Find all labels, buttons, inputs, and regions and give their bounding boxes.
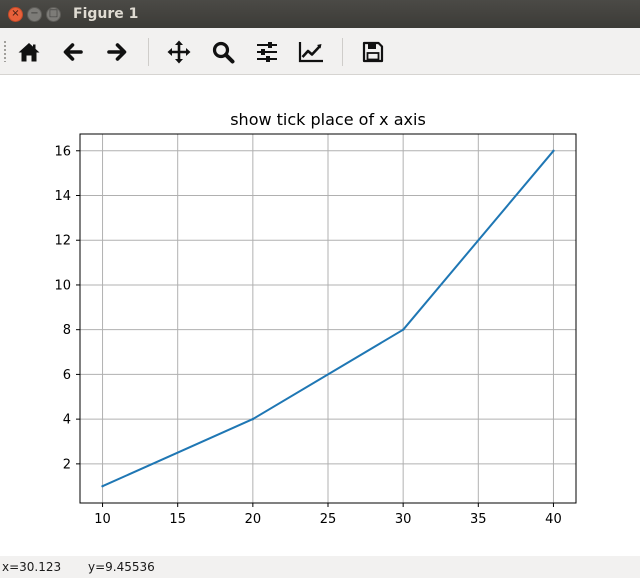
x-tick-label: 30 xyxy=(395,512,412,527)
y-tick-label: 14 xyxy=(54,189,71,204)
y-tick-label: 12 xyxy=(54,234,71,249)
toolbar-separator xyxy=(148,38,149,66)
window-titlebar: × − □ Figure 1 xyxy=(0,0,640,28)
back-arrow-icon xyxy=(63,43,83,61)
window-maximize-button[interactable]: □ xyxy=(46,6,61,22)
ticks: 10 15 20 25 30 35 40 2 4 6 8 10 12 14 16 xyxy=(54,144,561,527)
series-layer xyxy=(101,149,555,488)
y-tick-label: 8 xyxy=(63,323,71,338)
series-line xyxy=(102,150,555,488)
toolbar-grip[interactable] xyxy=(3,40,7,62)
x-tick-label: 35 xyxy=(470,512,487,527)
x-tick-label: 20 xyxy=(245,512,262,527)
data-point xyxy=(251,417,255,421)
window-minimize-button[interactable]: − xyxy=(27,6,42,22)
forward-arrow-icon xyxy=(107,43,127,61)
x-tick-label: 40 xyxy=(545,512,562,527)
home-icon xyxy=(18,43,40,62)
data-point xyxy=(401,328,405,331)
data-point xyxy=(552,149,555,152)
zoom-magnifier-icon xyxy=(212,41,235,64)
x-tick-label: 25 xyxy=(320,512,337,527)
home-button[interactable] xyxy=(13,36,45,68)
figure-canvas[interactable]: show tick place of x axis 10 15 20 25 30 35 40… xyxy=(0,75,640,556)
pan-button[interactable] xyxy=(163,36,195,68)
save-floppy-icon xyxy=(362,41,384,63)
edit-axes-button[interactable] xyxy=(295,36,327,68)
configure-subplots-button[interactable] xyxy=(251,36,283,68)
line-chart[interactable]: show tick place of x axis 10 15 20 25 30 35 40… xyxy=(0,75,640,556)
grid-lines xyxy=(80,134,576,503)
y-tick-label: 6 xyxy=(63,368,71,383)
edit-axes-icon xyxy=(298,42,323,63)
pan-move-icon xyxy=(167,40,191,64)
window-close-button[interactable]: × xyxy=(8,6,23,22)
navigation-toolbar xyxy=(0,28,640,75)
y-tick-label: 16 xyxy=(54,144,71,159)
subplots-sliders-icon xyxy=(257,42,277,62)
cursor-x-readout: x=30.123 xyxy=(2,560,62,574)
window-title: Figure 1 xyxy=(73,6,139,22)
back-button[interactable] xyxy=(57,36,89,68)
y-tick-label: 2 xyxy=(63,457,71,472)
y-tick-label: 4 xyxy=(63,413,71,428)
toolbar-separator xyxy=(342,38,343,66)
cursor-y-readout: y=9.45536 xyxy=(88,560,155,574)
x-tick-label: 15 xyxy=(169,512,186,527)
chart-title: show tick place of x axis xyxy=(230,110,426,129)
window-controls: × − □ xyxy=(8,6,61,22)
data-point xyxy=(101,485,104,488)
y-tick-label: 10 xyxy=(54,278,71,293)
save-button[interactable] xyxy=(357,36,389,68)
x-tick-label: 10 xyxy=(94,512,111,527)
forward-button[interactable] xyxy=(101,36,133,68)
zoom-button[interactable] xyxy=(207,36,239,68)
status-bar: x=30.123 y=9.45536 xyxy=(0,556,640,578)
